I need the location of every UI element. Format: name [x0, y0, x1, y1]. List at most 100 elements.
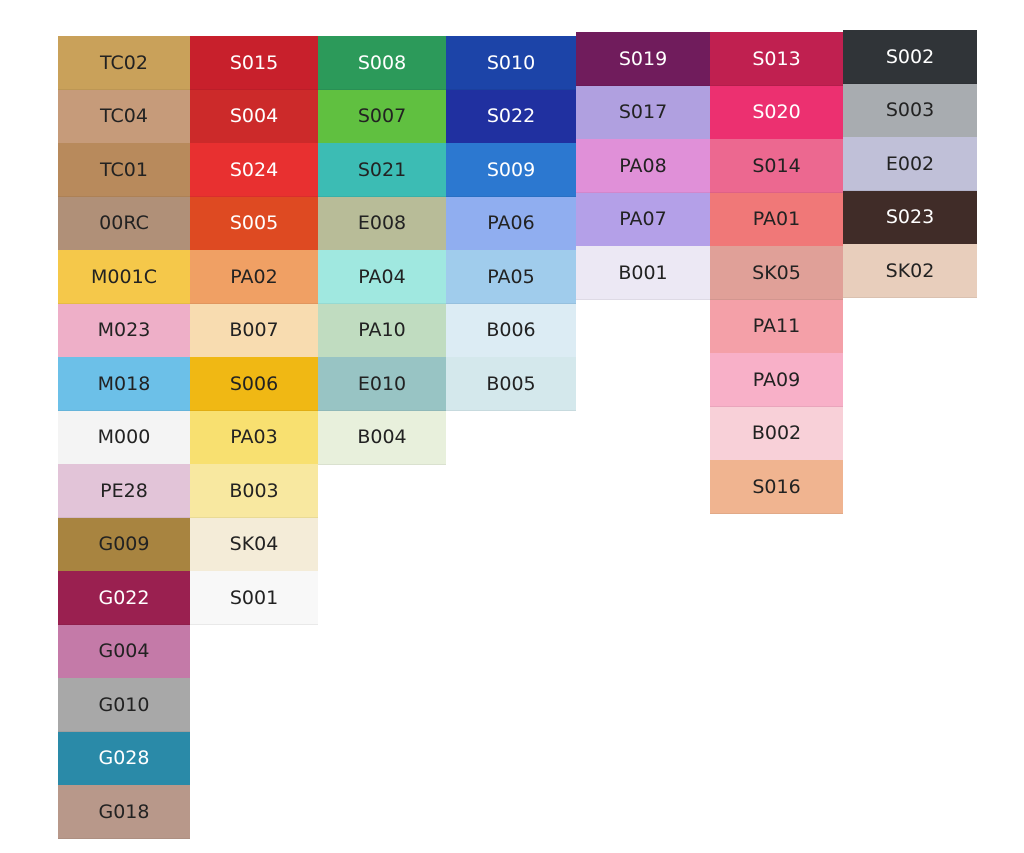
- swatch-label: B006: [486, 319, 536, 341]
- swatch: S021: [318, 143, 446, 197]
- swatch-label: S001: [229, 586, 279, 609]
- swatch: S006: [190, 357, 318, 411]
- swatch: G022: [58, 571, 190, 625]
- swatch: S015: [190, 36, 318, 90]
- swatch-label: E010: [357, 372, 407, 395]
- swatch-label: SK02: [885, 259, 935, 282]
- swatch: TC01: [58, 143, 190, 197]
- swatch-label: PA09: [752, 368, 801, 391]
- swatch-label: PA01: [752, 208, 801, 230]
- swatch: G004: [58, 624, 190, 679]
- swatch-label: B005: [486, 372, 536, 395]
- swatch-label: E002: [885, 152, 935, 175]
- swatch-label: S017: [618, 101, 668, 123]
- swatch-label: G018: [98, 800, 150, 823]
- swatch: E002: [843, 137, 977, 191]
- swatch-label: S014: [752, 154, 801, 177]
- swatch: PA11: [710, 299, 843, 354]
- swatch: S020: [710, 85, 843, 140]
- swatch: PA04: [318, 250, 446, 304]
- swatch-label: S009: [486, 158, 536, 181]
- swatch-label: S019: [618, 47, 668, 70]
- swatch-label: B007: [229, 319, 279, 341]
- swatch: B006: [446, 303, 576, 358]
- swatch: M023: [58, 303, 190, 358]
- swatch: M000: [58, 410, 190, 465]
- swatch: S014: [710, 139, 843, 193]
- swatch: PA08: [576, 139, 710, 193]
- swatch-label: G004: [98, 640, 150, 662]
- swatch: B005: [446, 357, 576, 411]
- swatch-label: S002: [885, 45, 935, 68]
- swatch-label: 00RC: [99, 212, 149, 234]
- swatch: PE28: [58, 464, 190, 518]
- swatch-label: PE28: [100, 479, 148, 502]
- swatch: S005: [190, 196, 318, 251]
- swatch-label: PA06: [487, 212, 535, 234]
- swatch: S007: [318, 89, 446, 144]
- swatch: TC02: [58, 36, 190, 90]
- swatch-label: B002: [751, 422, 802, 444]
- swatch: PA07: [576, 192, 710, 247]
- swatch: S001: [190, 571, 318, 625]
- swatch-label: S024: [229, 158, 279, 181]
- swatch: B004: [318, 410, 446, 465]
- swatch: B001: [576, 246, 710, 300]
- swatch: S022: [446, 89, 576, 144]
- swatch: PA05: [446, 250, 576, 304]
- swatch-label: TC02: [100, 51, 148, 74]
- swatch-label: PA05: [487, 265, 535, 288]
- swatch-label: TC01: [100, 158, 148, 181]
- swatch: SK05: [710, 246, 843, 300]
- swatch: M001C: [58, 250, 190, 304]
- swatch-label: S007: [357, 105, 407, 127]
- swatch: S019: [576, 32, 710, 86]
- swatch-label: S010: [486, 51, 536, 74]
- swatch: E008: [318, 196, 446, 251]
- swatch-label: B004: [357, 426, 407, 448]
- swatch: G028: [58, 731, 190, 786]
- swatch-label: S023: [885, 206, 935, 228]
- swatch-label: G028: [98, 747, 150, 769]
- swatch-label: M018: [97, 372, 151, 395]
- swatch-label: B003: [229, 479, 279, 502]
- swatch: PA10: [318, 303, 446, 358]
- swatch: PA03: [190, 410, 318, 465]
- swatch-label: PA11: [752, 315, 801, 337]
- swatch-label: S004: [229, 105, 279, 127]
- swatch-label: SK04: [229, 533, 279, 555]
- swatch: S023: [843, 190, 977, 245]
- swatch-label: G010: [98, 693, 150, 716]
- swatch: M018: [58, 357, 190, 411]
- swatch: S004: [190, 89, 318, 144]
- swatch-label: S021: [357, 158, 407, 181]
- swatch: B002: [710, 406, 843, 461]
- swatch-label: S005: [229, 212, 279, 234]
- swatch: PA06: [446, 196, 576, 251]
- swatch-label: S003: [885, 99, 935, 121]
- swatch-label: E008: [357, 212, 407, 234]
- swatch-label: PA10: [358, 319, 406, 341]
- swatch-label: PA07: [619, 208, 667, 230]
- swatch: PA09: [710, 353, 843, 407]
- swatch-label: S016: [752, 475, 801, 498]
- swatch: G010: [58, 678, 190, 732]
- swatch-label: S008: [357, 51, 407, 74]
- swatch: TC04: [58, 89, 190, 144]
- swatch-label: M001C: [91, 265, 157, 288]
- swatch-label: PA03: [230, 426, 278, 448]
- swatch: S010: [446, 36, 576, 90]
- swatch-label: B001: [618, 261, 668, 284]
- swatch-label: SK05: [752, 261, 801, 284]
- swatch: E010: [318, 357, 446, 411]
- swatch: S002: [843, 30, 977, 84]
- swatch-label: S022: [486, 105, 536, 127]
- swatch: S009: [446, 143, 576, 197]
- swatch: B007: [190, 303, 318, 358]
- swatch-label: S020: [752, 101, 801, 123]
- swatch-label: S013: [752, 47, 801, 70]
- swatch: SK04: [190, 517, 318, 572]
- swatch: PA02: [190, 250, 318, 304]
- swatch: SK02: [843, 244, 977, 298]
